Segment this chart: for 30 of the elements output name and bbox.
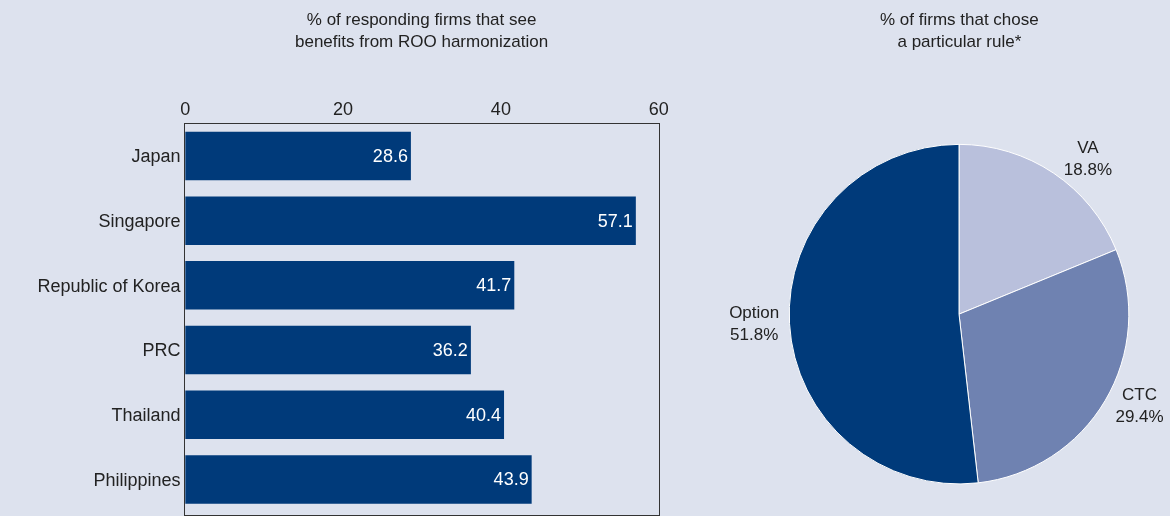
y-tick-label: Japan xyxy=(131,146,181,167)
bar xyxy=(185,196,636,245)
data-label: 29.4% xyxy=(1115,407,1164,427)
bar xyxy=(185,131,411,181)
chart-title: % of firms that chose a particular rule* xyxy=(880,10,1039,52)
x-tick-label: 20 xyxy=(333,99,354,120)
y-tick-label: Singapore xyxy=(98,210,181,231)
bar xyxy=(185,325,471,375)
bar xyxy=(185,455,532,504)
x-tick-label: 60 xyxy=(648,99,669,120)
x-tick-label: 40 xyxy=(490,99,511,120)
chart-title: % of responding firms that see benefits from ROO harmonization xyxy=(295,10,549,52)
slice-label: Option xyxy=(729,303,780,323)
bar xyxy=(185,261,515,310)
data-label: 28.6 xyxy=(372,145,408,166)
data-label: 36.2 xyxy=(432,340,468,361)
data-label: 43.9 xyxy=(493,469,529,490)
y-tick-label: Thailand xyxy=(111,405,181,426)
data-label: 18.8% xyxy=(1063,160,1113,180)
y-tick-label: Philippines xyxy=(93,469,181,490)
data-label: 51.8% xyxy=(730,325,779,345)
slice-label: CTC xyxy=(1122,385,1158,405)
data-label: 57.1 xyxy=(597,210,633,231)
bar xyxy=(185,390,505,439)
y-tick-label: PRC xyxy=(142,340,181,361)
data-label: 40.4 xyxy=(465,404,502,425)
x-tick-label: 0 xyxy=(180,99,191,120)
slice-label: VA xyxy=(1077,138,1100,158)
data-label: 41.7 xyxy=(476,275,512,296)
y-tick-label: Republic of Korea xyxy=(37,275,182,296)
